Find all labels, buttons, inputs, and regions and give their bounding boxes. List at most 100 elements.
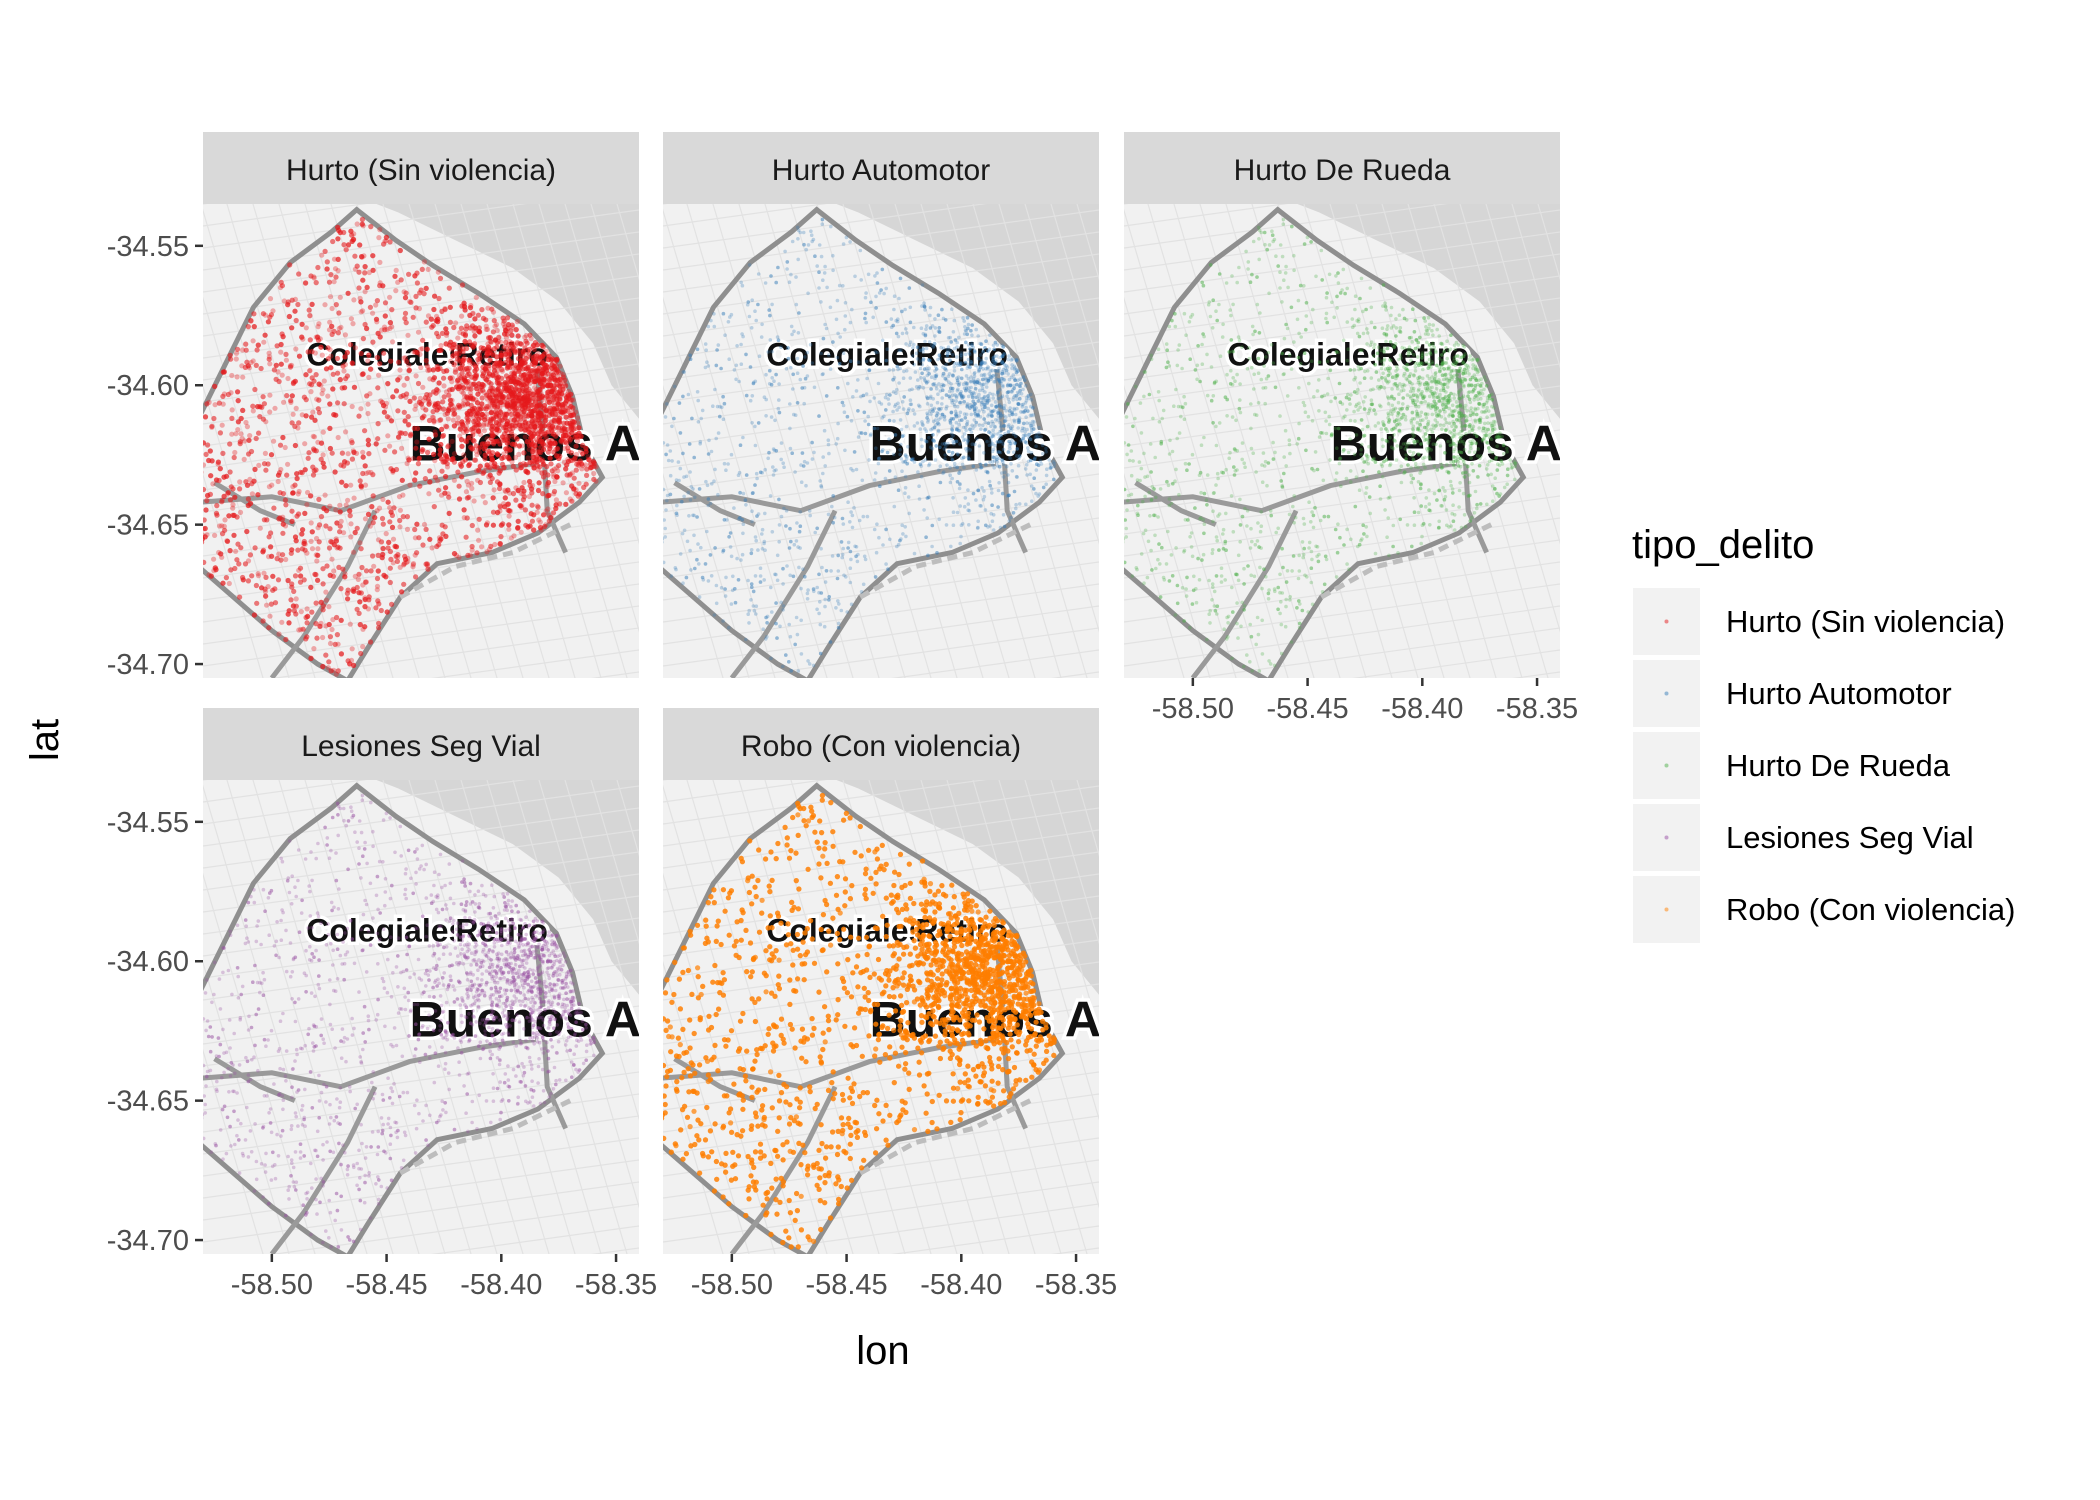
data-point xyxy=(482,354,489,360)
data-point xyxy=(498,353,504,359)
data-point xyxy=(332,469,338,475)
data-point xyxy=(480,368,486,374)
data-point xyxy=(435,366,441,372)
data-point xyxy=(497,541,503,548)
data-point xyxy=(441,394,447,400)
data-point xyxy=(482,417,488,423)
data-point xyxy=(489,423,495,429)
data-point xyxy=(406,362,412,368)
data-point xyxy=(468,411,474,417)
data-point xyxy=(509,324,516,330)
data-point xyxy=(465,401,471,407)
data-point xyxy=(537,519,543,525)
data-point xyxy=(536,355,543,361)
data-point xyxy=(549,370,555,376)
data-point xyxy=(387,239,393,245)
data-point xyxy=(553,446,559,453)
data-point xyxy=(357,540,363,546)
data-point xyxy=(463,426,469,432)
data-point xyxy=(405,455,411,461)
data-point xyxy=(551,471,557,477)
data-point xyxy=(262,332,268,338)
data-point xyxy=(563,501,569,507)
data-point xyxy=(309,301,315,307)
data-point xyxy=(314,396,320,402)
data-point xyxy=(343,429,349,435)
data-point xyxy=(530,445,536,451)
data-point xyxy=(436,417,442,423)
data-point xyxy=(289,325,295,331)
data-point xyxy=(343,247,349,253)
data-point xyxy=(567,415,573,421)
data-point xyxy=(562,381,568,387)
data-point xyxy=(545,480,552,486)
data-point xyxy=(574,415,581,421)
data-point xyxy=(271,438,277,444)
data-point xyxy=(501,451,507,457)
data-point xyxy=(462,338,468,345)
data-point xyxy=(334,614,340,621)
data-point xyxy=(563,393,569,399)
data-point xyxy=(451,423,457,429)
data-point xyxy=(363,470,369,476)
data-point xyxy=(279,619,285,625)
data-point xyxy=(397,524,403,530)
data-point xyxy=(479,395,485,401)
data-point xyxy=(315,264,321,271)
data-point xyxy=(523,338,529,344)
data-point xyxy=(593,478,599,484)
data-point xyxy=(354,263,360,269)
data-point xyxy=(368,568,374,574)
data-point xyxy=(472,333,478,339)
data-point xyxy=(507,421,513,427)
data-point xyxy=(517,419,523,425)
data-point xyxy=(490,416,496,422)
data-point xyxy=(534,503,540,509)
data-point xyxy=(461,300,467,306)
data-point xyxy=(376,235,382,241)
data-point xyxy=(525,373,531,380)
data-point xyxy=(244,482,251,488)
data-point xyxy=(296,271,302,277)
data-point xyxy=(517,341,523,347)
data-point xyxy=(203,486,207,493)
data-point xyxy=(235,389,241,395)
data-point xyxy=(413,403,419,409)
data-point xyxy=(332,641,338,648)
data-point xyxy=(540,364,547,370)
data-point xyxy=(551,491,557,497)
data-point xyxy=(429,324,435,330)
data-point xyxy=(365,442,372,448)
data-point xyxy=(309,529,315,535)
data-point xyxy=(275,472,282,478)
data-point xyxy=(431,504,437,510)
data-point xyxy=(203,559,207,565)
data-point xyxy=(507,374,513,380)
data-point xyxy=(452,367,459,373)
data-point xyxy=(333,274,339,280)
data-point xyxy=(533,411,539,417)
data-point xyxy=(381,350,387,356)
data-point xyxy=(403,358,410,364)
facet-strip xyxy=(203,132,639,204)
data-point xyxy=(203,536,205,542)
data-point xyxy=(468,302,474,309)
data-point xyxy=(511,373,518,379)
data-point xyxy=(541,382,548,388)
data-point xyxy=(537,402,543,408)
data-point xyxy=(412,477,418,483)
data-point xyxy=(475,411,481,417)
data-point xyxy=(562,400,569,406)
data-point xyxy=(466,482,472,488)
data-point xyxy=(414,439,420,445)
data-point xyxy=(414,521,420,527)
data-point xyxy=(517,416,523,422)
data-point xyxy=(216,549,222,556)
data-point xyxy=(426,417,433,424)
data-point xyxy=(366,451,372,457)
data-point xyxy=(486,422,492,428)
data-point xyxy=(293,596,299,602)
data-point xyxy=(548,393,554,399)
data-point xyxy=(390,536,397,542)
data-point xyxy=(217,466,223,472)
